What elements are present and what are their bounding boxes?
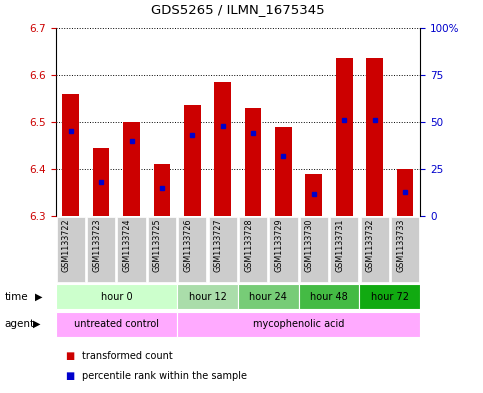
Text: time: time [5,292,28,302]
Bar [270,217,298,282]
Text: hour 0: hour 0 [100,292,132,302]
Text: hour 24: hour 24 [249,292,287,302]
Bar [117,217,145,282]
Bar [391,217,419,282]
Text: GSM1133728: GSM1133728 [244,218,253,272]
Bar [123,122,140,216]
Bar [56,285,177,309]
Text: GSM1133722: GSM1133722 [62,218,71,272]
Text: GSM1133729: GSM1133729 [274,218,284,272]
Bar [62,94,79,216]
Bar [154,164,170,216]
Text: GSM1133730: GSM1133730 [305,218,314,272]
Bar [93,148,110,216]
Text: GSM1133732: GSM1133732 [366,218,375,272]
Bar [336,58,353,216]
Bar [177,312,420,336]
Text: GSM1133733: GSM1133733 [396,218,405,272]
Bar [184,105,200,216]
Bar [178,217,206,282]
Text: ■: ■ [65,371,74,381]
Text: agent: agent [5,319,35,329]
Bar [298,285,359,309]
Text: GSM1133727: GSM1133727 [213,218,223,272]
Bar [397,169,413,216]
Bar [275,127,292,216]
Text: ▶: ▶ [35,292,43,302]
Bar [239,217,267,282]
Text: hour 48: hour 48 [310,292,348,302]
Bar [300,217,328,282]
Text: hour 72: hour 72 [371,292,409,302]
Bar [177,285,238,309]
Bar [238,285,298,309]
Text: hour 12: hour 12 [188,292,227,302]
Bar [56,312,177,336]
Text: mycophenolic acid: mycophenolic acid [253,319,344,329]
Bar [148,217,176,282]
Bar [360,217,389,282]
Bar [305,174,322,216]
Bar [366,58,383,216]
Bar [214,82,231,216]
Text: GDS5265 / ILMN_1675345: GDS5265 / ILMN_1675345 [151,3,325,16]
Text: untreated control: untreated control [74,319,159,329]
Text: percentile rank within the sample: percentile rank within the sample [82,371,247,381]
Bar [359,285,420,309]
Bar [209,217,237,282]
Text: GSM1133723: GSM1133723 [92,218,101,272]
Text: GSM1133726: GSM1133726 [183,218,192,272]
Bar [57,217,85,282]
Text: GSM1133725: GSM1133725 [153,218,162,272]
Text: GSM1133731: GSM1133731 [335,218,344,272]
Text: ■: ■ [65,351,74,361]
Text: transformed count: transformed count [82,351,173,361]
Text: GSM1133724: GSM1133724 [123,218,131,272]
Bar [245,108,261,216]
Bar [330,217,358,282]
Text: ▶: ▶ [33,319,41,329]
Bar [87,217,115,282]
